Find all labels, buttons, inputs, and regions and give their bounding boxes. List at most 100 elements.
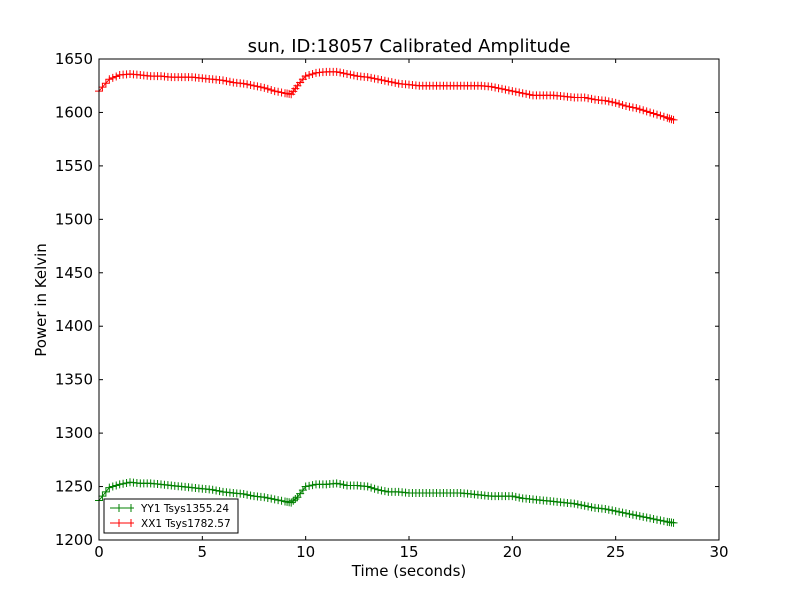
data-point-marker: [611, 507, 620, 516]
data-point-marker: [615, 507, 624, 516]
data-point-marker: [246, 81, 255, 90]
data-point-marker: [501, 85, 510, 94]
data-point-marker: [122, 478, 131, 487]
data-point-marker: [243, 490, 252, 499]
data-point-marker: [639, 512, 648, 521]
data-point-marker: [665, 114, 674, 123]
x-tick-label: 15: [399, 543, 418, 561]
data-point-marker: [246, 491, 255, 500]
data-point-marker: [115, 480, 124, 489]
data-point-marker: [628, 103, 637, 112]
data-point-marker: [239, 79, 248, 88]
data-point-marker: [649, 109, 658, 118]
data-point-marker: [384, 77, 393, 86]
data-point-marker: [584, 94, 593, 103]
data-point-marker: [243, 80, 252, 89]
data-point-marker: [274, 496, 283, 505]
data-point-marker: [491, 83, 500, 92]
data-point-marker: [363, 482, 372, 491]
y-tick-label: 1500: [55, 210, 93, 228]
data-point-marker: [618, 100, 627, 109]
series-1: [95, 67, 678, 124]
data-point-marker: [515, 493, 524, 502]
data-point-marker: [101, 79, 110, 88]
data-point-marker: [515, 88, 524, 97]
data-point-marker: [98, 492, 107, 501]
x-tick-label: 10: [296, 543, 315, 561]
x-tick-label: 20: [503, 543, 522, 561]
data-point-marker: [601, 96, 610, 105]
data-point-marker: [256, 83, 265, 92]
series-0: [95, 478, 678, 527]
data-point-marker: [659, 112, 668, 121]
data-point-marker: [98, 83, 107, 92]
data-point-marker: [349, 71, 358, 80]
data-point-marker: [611, 98, 620, 107]
data-point-marker: [635, 512, 644, 521]
data-point-marker: [263, 493, 272, 502]
data-point-marker: [518, 89, 527, 98]
data-point-marker: [119, 479, 128, 488]
data-point-marker: [653, 515, 661, 524]
data-point-marker: [646, 514, 655, 523]
data-point-marker: [260, 493, 269, 502]
data-point-marker: [277, 496, 286, 505]
data-point-marker: [267, 494, 276, 503]
y-tick-label: 1250: [55, 478, 93, 496]
data-point-marker: [343, 69, 351, 78]
data-point-marker: [625, 102, 634, 111]
data-point-marker: [339, 480, 348, 489]
data-point-marker: [573, 500, 582, 509]
data-point-marker: [289, 496, 298, 505]
data-point-marker: [525, 90, 534, 99]
data-point-marker: [580, 93, 589, 102]
data-point-marker: [301, 72, 310, 81]
data-point-marker: [632, 511, 641, 520]
data-point-marker: [105, 75, 114, 84]
y-tick-label: 1650: [55, 50, 93, 68]
data-point-marker: [112, 72, 121, 81]
legend-marker-xx1: [116, 519, 134, 527]
data-point-marker: [618, 508, 627, 517]
legend-marker-yy1: [116, 504, 134, 512]
data-point-marker: [108, 73, 117, 82]
data-point-marker: [669, 518, 678, 527]
data-point-marker: [663, 113, 672, 122]
legend: YY1 Tsys1355.24 XX1 Tsys1782.57: [103, 498, 239, 534]
y-tick-label: 1400: [55, 317, 93, 335]
data-point-marker: [522, 89, 531, 98]
data-point-marker: [263, 84, 272, 93]
data-point-marker: [112, 481, 121, 490]
x-axis-label: Time (seconds): [351, 562, 467, 580]
data-point-marker: [253, 82, 262, 91]
data-point-marker: [494, 84, 503, 93]
data-point-marker: [212, 486, 221, 495]
data-point-marker: [642, 513, 651, 522]
data-point-marker: [208, 485, 217, 494]
data-point-marker: [587, 94, 596, 103]
data-point-marker: [511, 492, 520, 501]
data-point-marker: [622, 509, 630, 518]
data-point-marker: [656, 516, 665, 525]
data-point-marker: [498, 84, 506, 93]
data-point-marker: [377, 486, 386, 495]
y-tick-label: 1200: [55, 531, 93, 549]
chart-title: sun, ID:18057 Calibrated Amplitude: [248, 36, 571, 57]
data-point-marker: [239, 490, 248, 499]
data-point-marker: [653, 110, 661, 119]
y-tick-label: 1300: [55, 424, 93, 442]
data-point-marker: [260, 83, 269, 92]
data-point-marker: [667, 115, 676, 124]
data-point-marker: [101, 487, 110, 496]
data-point-marker: [580, 501, 589, 510]
data-point-marker: [642, 107, 651, 116]
data-point-marker: [577, 501, 586, 510]
data-point-marker: [105, 483, 114, 492]
data-point-marker: [219, 76, 227, 85]
y-axis-label: Power in Kelvin: [32, 243, 50, 357]
data-point-marker: [367, 73, 376, 82]
y-tick-label: 1600: [55, 103, 93, 121]
data-point-marker: [363, 73, 372, 82]
x-tick-label: 30: [709, 543, 728, 561]
